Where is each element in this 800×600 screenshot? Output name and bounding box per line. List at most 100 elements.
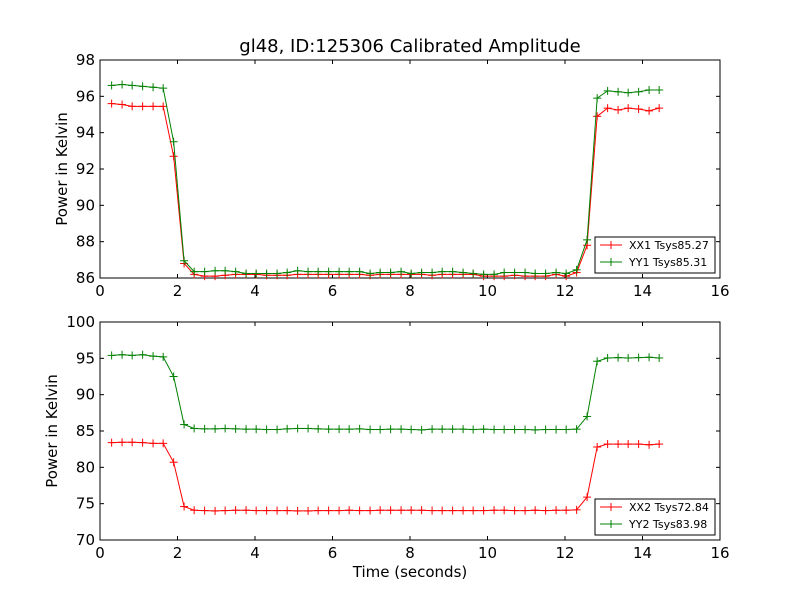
data-point-marker bbox=[107, 81, 116, 90]
data-point-marker bbox=[572, 505, 581, 514]
data-point-marker bbox=[448, 506, 457, 515]
data-point-marker bbox=[428, 425, 437, 434]
data-point-marker bbox=[510, 506, 519, 515]
data-point-marker bbox=[293, 506, 302, 515]
lower-legend-label-yy2: YY2 Tsys83.98 bbox=[628, 518, 707, 531]
data-point-marker bbox=[459, 268, 468, 277]
data-point-marker bbox=[200, 424, 209, 433]
lower-legend-frame bbox=[594, 498, 716, 536]
upper-legend-label-yy1: YY1 Tsys85.31 bbox=[628, 256, 707, 269]
data-point-marker bbox=[552, 268, 561, 277]
legend-marker bbox=[607, 241, 615, 249]
data-point-marker bbox=[107, 351, 116, 360]
data-point-marker bbox=[500, 506, 509, 515]
data-point-marker bbox=[314, 267, 323, 276]
data-point-marker bbox=[128, 81, 137, 90]
y-tick-label: 98 bbox=[76, 51, 95, 69]
chart-title: gl48, ID:125306 Calibrated Amplitude bbox=[239, 36, 580, 57]
data-point-marker bbox=[500, 268, 509, 277]
data-point-marker bbox=[128, 351, 137, 360]
data-point-marker bbox=[231, 267, 240, 276]
data-point-marker bbox=[159, 352, 168, 361]
data-point-marker bbox=[552, 506, 561, 515]
data-point-marker bbox=[304, 267, 313, 276]
data-point-marker bbox=[355, 424, 364, 433]
data-point-marker bbox=[138, 102, 147, 111]
y-tick-label: 95 bbox=[76, 349, 95, 367]
data-point-marker bbox=[624, 440, 633, 449]
x-tick-label: 12 bbox=[555, 282, 574, 300]
data-point-marker bbox=[417, 425, 426, 434]
data-point-marker bbox=[479, 270, 488, 279]
data-point-marker bbox=[459, 506, 468, 515]
data-point-marker bbox=[169, 137, 178, 146]
data-point-marker bbox=[634, 87, 643, 96]
data-point-marker bbox=[490, 425, 499, 434]
data-point-marker bbox=[283, 268, 292, 277]
data-point-marker bbox=[572, 265, 581, 274]
data-point-marker bbox=[614, 440, 623, 449]
data-point-marker bbox=[603, 440, 612, 449]
data-point-marker bbox=[562, 506, 571, 515]
data-point-marker bbox=[593, 442, 602, 451]
data-point-marker bbox=[107, 99, 116, 108]
data-point-marker bbox=[448, 425, 457, 434]
data-point-marker bbox=[221, 266, 230, 275]
upper-y-axis-label: Power in Kelvin bbox=[53, 112, 71, 226]
data-point-marker bbox=[386, 425, 395, 434]
data-point-marker bbox=[407, 269, 416, 278]
data-point-marker bbox=[634, 105, 643, 114]
data-point-marker bbox=[521, 425, 530, 434]
data-point-marker bbox=[324, 506, 333, 515]
data-point-marker bbox=[252, 506, 261, 515]
data-point-marker bbox=[159, 439, 168, 448]
data-point-marker bbox=[118, 80, 127, 89]
data-point-marker bbox=[459, 425, 468, 434]
data-point-marker bbox=[242, 269, 251, 278]
x-tick-label: 8 bbox=[405, 544, 415, 562]
data-point-marker bbox=[138, 438, 147, 447]
x-tick-label: 0 bbox=[95, 544, 105, 562]
data-point-marker bbox=[190, 424, 199, 433]
data-point-marker bbox=[510, 425, 519, 434]
y-tick-label: 96 bbox=[76, 87, 95, 105]
y-tick-label: 75 bbox=[76, 495, 95, 513]
data-point-marker bbox=[169, 152, 178, 161]
data-point-marker bbox=[386, 506, 395, 515]
data-point-marker bbox=[221, 424, 230, 433]
data-point-marker bbox=[324, 425, 333, 434]
data-point-marker bbox=[490, 506, 499, 515]
x-tick-label: 16 bbox=[710, 282, 729, 300]
y-tick-label: 94 bbox=[76, 124, 95, 142]
data-point-marker bbox=[366, 425, 375, 434]
data-point-marker bbox=[345, 267, 354, 276]
data-point-marker bbox=[614, 87, 623, 96]
data-point-marker bbox=[593, 112, 602, 121]
data-point-marker bbox=[231, 424, 240, 433]
data-point-marker bbox=[645, 85, 654, 94]
data-point-marker bbox=[283, 424, 292, 433]
x-tick-label: 8 bbox=[405, 282, 415, 300]
data-point-marker bbox=[469, 425, 478, 434]
y-tick-label: 85 bbox=[76, 422, 95, 440]
data-point-marker bbox=[603, 104, 612, 113]
data-point-marker bbox=[118, 438, 127, 447]
data-point-marker bbox=[645, 106, 654, 115]
data-point-marker bbox=[107, 438, 116, 447]
data-point-marker bbox=[479, 506, 488, 515]
data-point-marker bbox=[448, 267, 457, 276]
x-tick-label: 10 bbox=[478, 544, 497, 562]
data-point-marker bbox=[376, 506, 385, 515]
data-point-marker bbox=[262, 269, 271, 278]
data-point-marker bbox=[242, 425, 251, 434]
data-point-marker bbox=[211, 506, 220, 515]
data-point-marker bbox=[335, 506, 344, 515]
data-point-marker bbox=[273, 425, 282, 434]
data-point-marker bbox=[655, 104, 664, 113]
data-point-marker bbox=[376, 268, 385, 277]
data-point-marker bbox=[366, 269, 375, 278]
data-point-marker bbox=[531, 425, 540, 434]
data-point-marker bbox=[345, 425, 354, 434]
upper-legend-label-xx1: XX1 Tsys85.27 bbox=[629, 239, 709, 252]
data-point-marker bbox=[149, 102, 158, 111]
